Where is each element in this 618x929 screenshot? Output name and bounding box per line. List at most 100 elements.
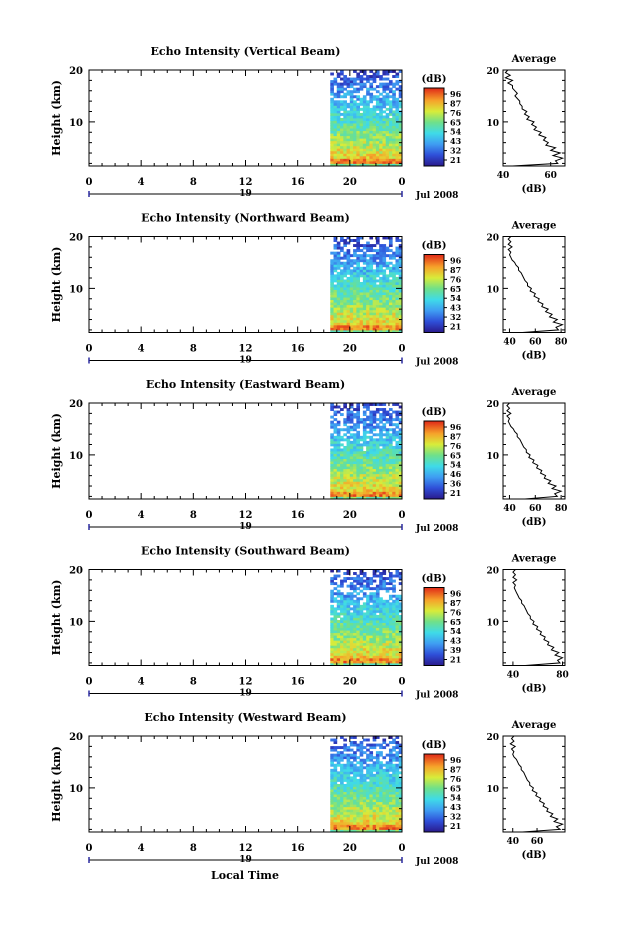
heatmap-cell (375, 307, 380, 311)
colorbar-tick-label: 96 (450, 422, 462, 432)
heatmap-cell (372, 155, 377, 159)
heatmap-cell (330, 92, 334, 96)
heatmap-cell (333, 655, 338, 659)
heatmap-cell (356, 163, 361, 167)
heatmap-cell (349, 776, 354, 780)
heatmap-cell (395, 327, 400, 331)
heatmap-cell (340, 650, 344, 654)
heatmap-cell (346, 266, 351, 270)
heatmap-cell (398, 493, 403, 497)
colorbar-tick-label: 76 (450, 274, 462, 284)
heatmap-cell (336, 266, 341, 270)
heatmap-cell (395, 413, 400, 417)
heatmap-cell (359, 662, 364, 666)
heatmap-cell (333, 158, 338, 162)
heatmap-cell (366, 244, 370, 248)
heatmap-cell (356, 148, 361, 152)
heatmap-cell (336, 153, 341, 157)
heatmap-cell (385, 599, 390, 603)
heatmap-cell (333, 284, 338, 288)
y-axis-label: Height (km) (50, 746, 63, 822)
heatmap-cell (379, 471, 383, 475)
heatmap-cell (346, 829, 351, 833)
heatmap-cell (382, 264, 387, 268)
heatmap-cell (395, 264, 400, 268)
heatmap-cell (398, 819, 403, 823)
heatmap-cell (372, 456, 377, 459)
heatmap-cell (366, 249, 370, 253)
heatmap-cell (330, 814, 334, 818)
heatmap-cell (330, 266, 334, 270)
heatmap-cell (330, 481, 334, 485)
heatmap-cell (362, 486, 367, 490)
heatmap-cell (359, 443, 364, 447)
heatmap-cell (366, 650, 370, 654)
heatmap-cell (369, 652, 374, 656)
heatmap-cell (375, 319, 380, 323)
heatmap-cell (392, 317, 396, 321)
heatmap-cell (372, 587, 377, 591)
heatmap-cell (388, 773, 393, 777)
heatmap-cell (353, 794, 357, 798)
date-marker: 19 (239, 855, 252, 865)
heatmap-cell (330, 592, 334, 596)
heatmap-cell (382, 635, 387, 639)
heatmap-cell (343, 824, 347, 828)
heatmap-cell (398, 451, 403, 454)
heatmap-cell (346, 312, 351, 316)
heatmap-cell (395, 319, 400, 323)
heatmap-cell (333, 327, 338, 331)
heatmap-cell (353, 589, 357, 593)
heatmap-cell (359, 163, 364, 167)
average-x-tick-label: 60 (529, 338, 542, 348)
heatmap-cell (385, 82, 390, 86)
heatmap-cell (346, 572, 351, 575)
heatmap-cell (340, 314, 344, 318)
heatmap-cell (398, 312, 403, 316)
heatmap-cell (398, 150, 403, 154)
heatmap-cell (392, 473, 396, 477)
heatmap-cell (346, 440, 351, 444)
heatmap-cell (395, 150, 400, 154)
heatmap-cell (369, 597, 374, 601)
heatmap-cell (395, 751, 400, 755)
heatmap-cell (340, 597, 344, 601)
heatmap-cell (362, 574, 367, 578)
heatmap-cell (330, 776, 334, 780)
heatmap-cell (359, 133, 364, 137)
heatmap-cell (346, 569, 351, 573)
heatmap-cell (388, 438, 393, 442)
heatmap-cell (349, 582, 354, 586)
heatmap-cell (353, 312, 357, 316)
heatmap-cell (375, 806, 380, 810)
heatmap-cell (346, 418, 351, 422)
heatmap-cell (359, 155, 364, 159)
heatmap-cell (395, 496, 400, 500)
heatmap-cell (343, 786, 347, 790)
heatmap-cell (385, 632, 390, 636)
average-y-tick-label: 10 (486, 785, 499, 795)
heatmap-cell (366, 773, 370, 777)
heatmap-cell (362, 816, 367, 820)
heatmap-cell (379, 622, 383, 626)
heatmap-cell (382, 829, 387, 833)
heatmap-cell (398, 87, 403, 91)
heatmap-cell (333, 574, 338, 578)
heatmap-cell (366, 440, 370, 444)
heatmap-cell (388, 274, 393, 278)
heatmap-cell (369, 577, 374, 581)
heatmap-cell (366, 329, 370, 333)
heatmap-cell (333, 481, 338, 485)
heatmap-cell (369, 435, 374, 439)
heatmap-cell (333, 428, 338, 432)
heatmap-cell (395, 302, 400, 306)
heatmap-cell (379, 160, 383, 164)
heatmap-cell (349, 135, 354, 139)
heatmap-cell (366, 276, 370, 280)
heatmap-cell (388, 150, 393, 154)
heatmap-cell (385, 602, 390, 606)
colorbar-tick-label: 87 (450, 98, 461, 108)
heatmap-cell (388, 322, 393, 326)
heatmap-cell (353, 77, 357, 81)
